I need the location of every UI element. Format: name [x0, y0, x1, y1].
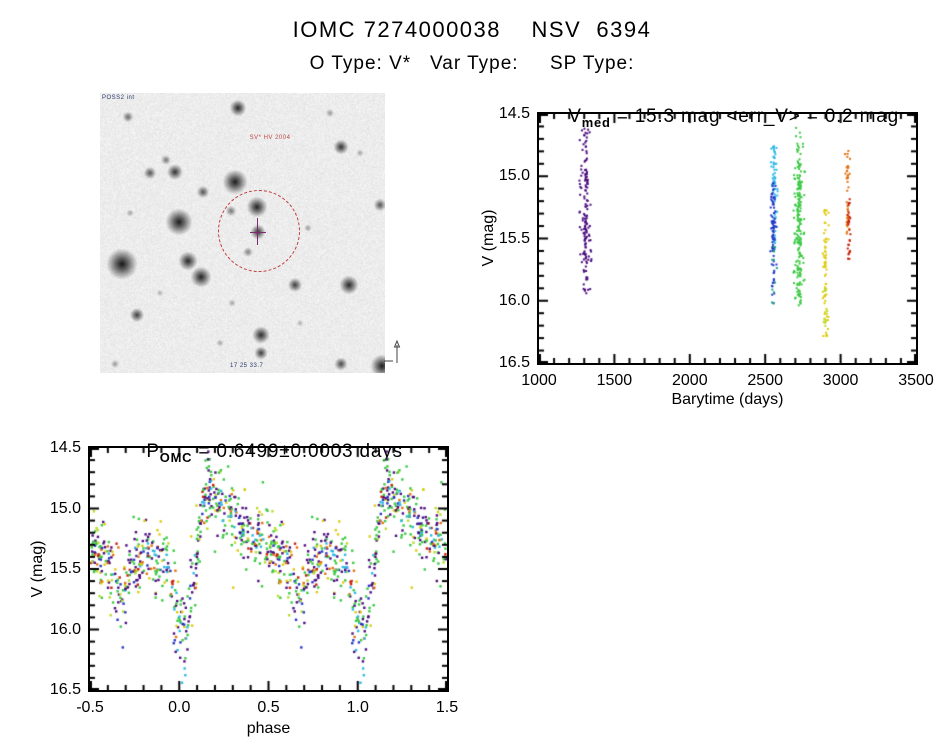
y-tick-16.5: 16.5	[498, 354, 530, 371]
x-tick-1.5: 1.5	[435, 699, 459, 716]
target-cross-marker-h	[250, 232, 266, 233]
x-tick-0.0: 0.0	[168, 699, 191, 716]
y-tick-16.0: 16.0	[49, 620, 81, 638]
target-cross-marker	[257, 218, 258, 245]
finder-target-name-label: SV* HV 2004	[249, 135, 291, 141]
phase-plot-canvas	[90, 448, 447, 690]
y-tick-15.0: 15.0	[498, 167, 530, 185]
y-tick-16.0: 16.0	[498, 291, 530, 309]
y-tick-15.5: 15.5	[498, 229, 530, 247]
y-tick-16.5: 16.5	[49, 681, 81, 698]
x-tick-3500: 3500	[898, 372, 934, 389]
finder-coordinates-label: 17 25 33.7	[230, 363, 264, 369]
target-circle-marker	[218, 190, 300, 272]
y-tick-15.5: 15.5	[49, 560, 81, 577]
time-plot-x-axis-label: Barytime (days)	[671, 391, 784, 408]
finder-overlay: POSS2 int SV* HV 2004 17 25 33.7	[100, 93, 401, 373]
y-tick-14.5: 14.5	[49, 439, 81, 456]
x-tick--0.5: -0.5	[76, 699, 104, 716]
time-plot-y-axis-label: V (mag)	[480, 209, 497, 267]
x-tick-2000: 2000	[672, 372, 708, 389]
finder-survey-label: POSS2 int	[102, 95, 135, 101]
y-tick-15.0: 15.0	[49, 499, 81, 517]
x-tick-0.5: 0.5	[257, 699, 280, 716]
compass-icon	[384, 339, 401, 363]
x-tick-3000: 3000	[822, 372, 859, 389]
x-tick-1500: 1500	[596, 372, 633, 389]
x-tick-1000: 1000	[521, 372, 557, 389]
page-title: IOMC 7274000038 NSV 6394	[292, 17, 652, 42]
page-subtitle: O Type: V* Var Type: SP Type:	[309, 53, 635, 74]
phase-plot-area	[88, 446, 449, 692]
phase-plot-x-axis-label: phase	[246, 720, 291, 737]
x-tick-1.0: 1.0	[346, 699, 369, 716]
phase-plot-y-axis-label: V (mag)	[29, 540, 46, 598]
time-plot-canvas	[539, 114, 916, 363]
x-tick-2500: 2500	[747, 372, 783, 389]
finder-chart: POSS2 int SV* HV 2004 17 25 33.7	[100, 93, 401, 373]
time-plot-area	[537, 112, 918, 365]
y-tick-14.5: 14.5	[498, 105, 530, 122]
